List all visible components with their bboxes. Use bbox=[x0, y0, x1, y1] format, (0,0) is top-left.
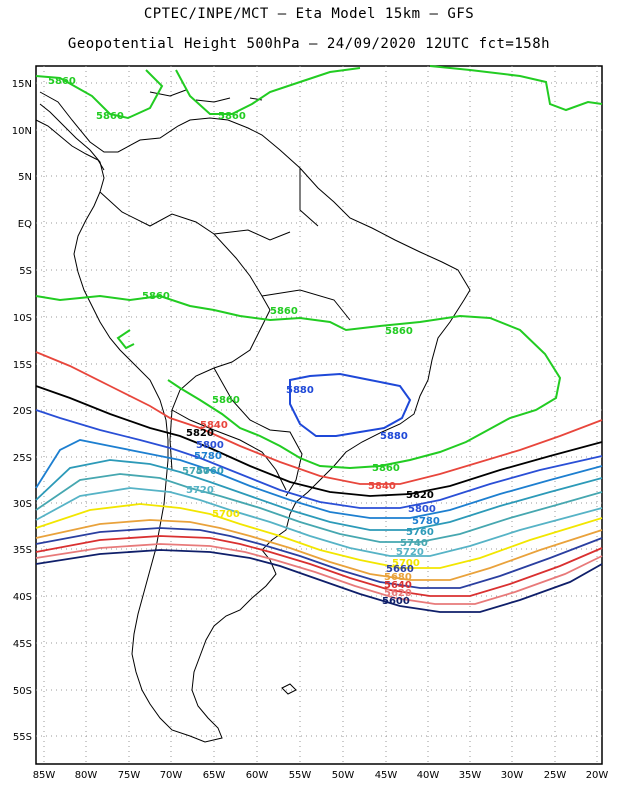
lat-label: 35S bbox=[13, 545, 32, 556]
lon-label: 60W bbox=[246, 770, 269, 781]
contour-line-5800 bbox=[35, 409, 603, 509]
contour-label-5700: 5700 bbox=[392, 558, 420, 569]
lat-label: 5S bbox=[19, 266, 32, 277]
map-frame bbox=[35, 65, 603, 765]
lat-label: 10S bbox=[13, 313, 32, 324]
contour-line-5620 bbox=[35, 543, 603, 605]
lat-label: 15S bbox=[13, 360, 32, 371]
contour-label-5680: 5680 bbox=[384, 572, 412, 583]
contour-line-5760 bbox=[35, 459, 603, 531]
map-subtitle: Geopotential Height 500hPa – 24/09/2020 … bbox=[67, 36, 551, 52]
lat-label: 40S bbox=[13, 592, 32, 603]
contour-label-5800: 5800 bbox=[408, 504, 436, 515]
south-america-coast bbox=[39, 91, 471, 743]
contour-line-5860-north bbox=[35, 65, 603, 120]
contour-line-5680 bbox=[35, 519, 603, 581]
lon-label: 80W bbox=[75, 770, 98, 781]
contour-label-5600: 5600 bbox=[382, 596, 410, 607]
lon-label: 55W bbox=[289, 770, 312, 781]
contour-label-5620: 5620 bbox=[384, 588, 412, 599]
lat-label: 15N bbox=[12, 79, 32, 90]
central-america-coast bbox=[35, 119, 105, 171]
latitude-labels: 15N 10N 5N EQ 5S 10S 15S 20S 25S 30S 35S… bbox=[12, 79, 32, 743]
contour-line-5640 bbox=[35, 535, 603, 597]
contour-label-5740: 5740 bbox=[182, 466, 210, 477]
contour-label-5820: 5820 bbox=[186, 428, 214, 439]
contour-5860 bbox=[35, 65, 603, 470]
map-title: CPTEC/INPE/MCT – Eta Model 15km – GFS bbox=[143, 6, 475, 22]
contour-line-5740 bbox=[35, 473, 603, 543]
contour-label-5880: 5880 bbox=[380, 431, 408, 442]
lon-label: 35W bbox=[459, 770, 482, 781]
contour-label-5820: 5820 bbox=[406, 490, 434, 501]
caribbean-islands bbox=[149, 89, 263, 103]
lat-label: 5N bbox=[18, 172, 32, 183]
contour-line-5840 bbox=[35, 351, 603, 485]
contour-line-5880 bbox=[289, 372, 412, 437]
contour-label-5800: 5800 bbox=[196, 440, 224, 451]
contour-label-5760: 5760 bbox=[196, 466, 224, 477]
lat-label: 25S bbox=[13, 453, 32, 464]
longitude-labels: 85W 80W 75W 70W 65W 60W 55W 50W 45W 40W … bbox=[33, 770, 609, 781]
lat-label: EQ bbox=[18, 219, 32, 230]
contour-label-5860: 5860 bbox=[218, 111, 246, 122]
contour-bundle bbox=[35, 351, 603, 613]
contour-label-5720: 5720 bbox=[396, 547, 424, 558]
contour-label-5880: 5880 bbox=[286, 385, 314, 396]
contour-line-5780 bbox=[35, 439, 603, 519]
contour-line-5700 bbox=[35, 503, 603, 569]
lat-label: 50S bbox=[13, 686, 32, 697]
contour-label-5860: 5860 bbox=[270, 306, 298, 317]
contour-label-5860: 5860 bbox=[385, 326, 413, 337]
lat-label: 10N bbox=[12, 126, 32, 137]
lon-label: 70W bbox=[160, 770, 183, 781]
contour-label-5660: 5660 bbox=[386, 564, 414, 575]
lon-label: 20W bbox=[586, 770, 609, 781]
lon-label: 45W bbox=[375, 770, 398, 781]
contour-label-5840: 5840 bbox=[368, 481, 396, 492]
lon-label: 50W bbox=[332, 770, 355, 781]
contour-label-5860: 5860 bbox=[96, 111, 124, 122]
lon-label: 40W bbox=[417, 770, 440, 781]
contour-label-5860: 5860 bbox=[142, 291, 170, 302]
lon-label: 85W bbox=[33, 770, 56, 781]
lat-label: 20S bbox=[13, 406, 32, 417]
contour-label-5780: 5780 bbox=[412, 516, 440, 527]
contour-line-5720 bbox=[35, 487, 603, 557]
contour-label-5720: 5720 bbox=[186, 485, 214, 496]
contour-label-5780: 5780 bbox=[194, 451, 222, 462]
contour-label-5640: 5640 bbox=[384, 580, 412, 591]
contour-label-5860: 5860 bbox=[48, 76, 76, 87]
contour-line-5660 bbox=[35, 527, 603, 589]
contour-label-5760: 5760 bbox=[406, 527, 434, 538]
contour-line-5820 bbox=[35, 385, 603, 497]
contour-label-5740: 5740 bbox=[400, 538, 428, 549]
contour-line-5860-south bbox=[35, 294, 562, 470]
country-borders bbox=[99, 168, 351, 497]
lon-label: 65W bbox=[203, 770, 226, 781]
contour-labels: 5860 5860 5860 5860 5860 5860 5860 5860 … bbox=[48, 76, 440, 607]
contour-label-5700: 5700 bbox=[212, 509, 240, 520]
lat-label: 45S bbox=[13, 639, 32, 650]
lon-label: 30W bbox=[501, 770, 524, 781]
contour-line-5600 bbox=[35, 549, 603, 613]
lon-label: 25W bbox=[544, 770, 567, 781]
coastlines bbox=[35, 89, 471, 743]
contour-label-5840: 5840 bbox=[200, 420, 228, 431]
contour-label-5860: 5860 bbox=[372, 463, 400, 474]
lon-label: 75W bbox=[118, 770, 141, 781]
lat-label: 55S bbox=[13, 732, 32, 743]
falkland-islands bbox=[281, 683, 297, 695]
lat-label: 30S bbox=[13, 499, 32, 510]
contour-label-5860: 5860 bbox=[212, 395, 240, 406]
